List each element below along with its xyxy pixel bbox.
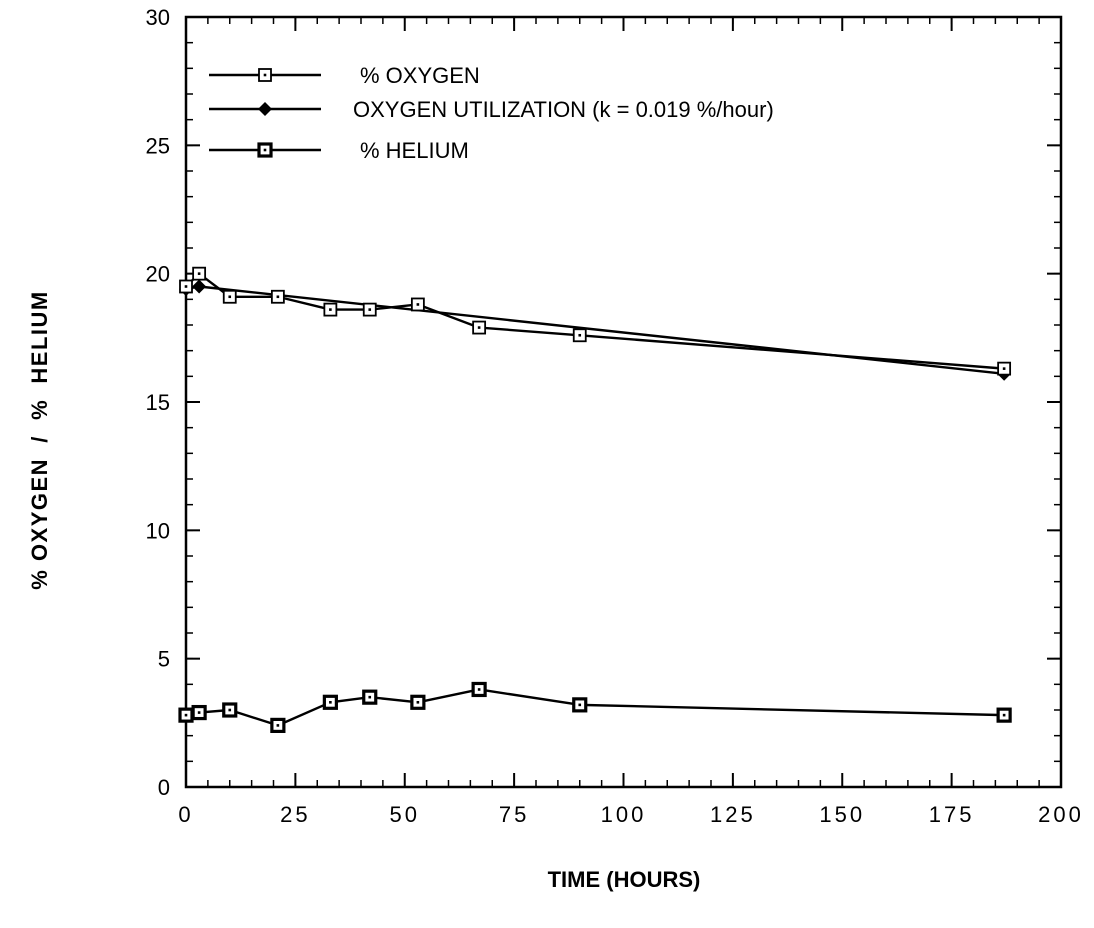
data-point [270,289,285,304]
x-tick-label: 150 [819,802,865,827]
series-layer [178,266,1012,734]
data-point [270,717,286,734]
x-tick-label: 75 [499,802,529,827]
series-2 [178,681,1012,734]
series-line [185,285,1005,375]
data-point [222,289,237,304]
data-point [362,302,377,317]
legend-item: OXYGEN UTILIZATION (k = 0.019 %/hour) [209,97,774,122]
legend-marker [258,102,272,116]
plot-frame [184,15,1063,789]
y-axis-title: % OXYGEN / % HELIUM [27,290,52,589]
data-point [472,320,487,335]
series-1 [179,279,1012,381]
x-tick-label: 100 [601,802,647,827]
minor-ticks [185,16,1062,788]
data-point [410,694,426,710]
data-point [572,697,588,713]
series-0 [179,266,1012,376]
y-tick-labels: 0 5 10 15 20 25 30 [146,5,170,800]
data-point [471,681,487,698]
data-point [322,694,338,710]
x-tick-label: 200 [1038,802,1084,827]
data-point [323,302,338,317]
y-tick-label: 15 [146,390,170,415]
x-tick-label: 0 [178,802,193,827]
legend-marker [258,68,272,82]
x-tick-label: 175 [929,802,975,827]
data-point [410,297,425,312]
data-point [192,266,207,281]
data-point [362,689,378,705]
major-ticks [185,16,1062,788]
data-point [996,707,1012,723]
y-tick-label: 20 [146,262,170,287]
data-point [191,704,207,721]
legend-label: % OXYGEN [360,63,480,88]
legend-item: % HELIUM [209,138,469,163]
y-tick-label: 5 [158,647,170,672]
x-tick-label: 125 [710,802,756,827]
x-tick-labels: 0 25 50 75 100 125 150 175 200 [178,802,1084,827]
x-axis-title: TIME (HOURS) [548,867,701,892]
series-line [185,272,1005,370]
legend-label: OXYGEN UTILIZATION (k = 0.019 %/hour) [353,97,774,122]
data-point [997,361,1012,376]
legend-item: % OXYGEN [209,63,480,88]
x-tick-label: 50 [390,802,420,827]
data-point [179,279,193,294]
legend-label: % HELIUM [360,138,469,163]
legend-marker [257,142,273,158]
x-tick-label: 25 [280,802,310,827]
data-point [178,707,194,723]
data-point [572,328,587,343]
y-tick-label: 25 [146,133,170,158]
data-point [192,279,207,294]
series-line [185,688,1005,727]
y-tick-label: 10 [146,518,170,543]
y-tick-label: 0 [158,775,170,800]
data-point [222,702,238,718]
legend: % OXYGEN OXYGEN UTILIZATION (k = 0.019 %/… [209,63,774,163]
y-tick-label: 30 [146,5,170,30]
